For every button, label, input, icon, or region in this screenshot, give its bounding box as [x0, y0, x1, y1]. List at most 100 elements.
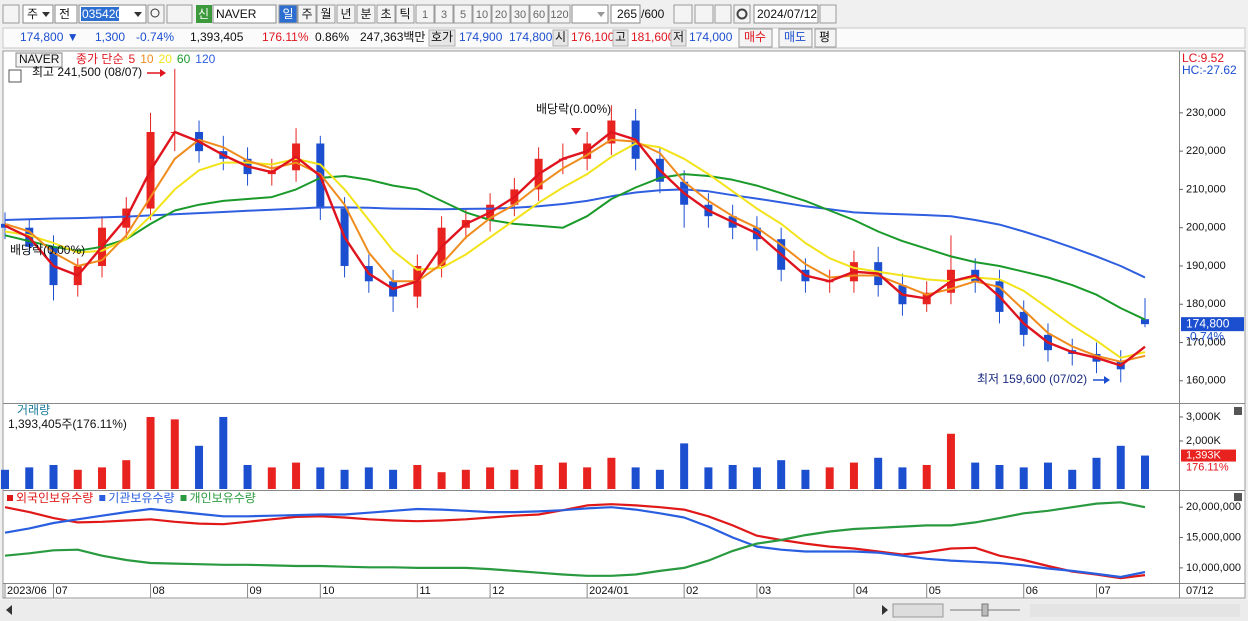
scroll-left[interactable]: [6, 605, 12, 615]
nav-buttons[interactable]: [892, 603, 944, 618]
multiplier-button[interactable]: [472, 4, 492, 24]
volume-bar: [486, 467, 495, 489]
y-tick-label: 3,000K: [1186, 411, 1222, 423]
candle-body: [1141, 319, 1149, 325]
label-box: [428, 29, 456, 47]
new-badge-bg[interactable]: [196, 5, 212, 23]
multiplier-button[interactable]: [491, 4, 511, 24]
multiplier: 5: [460, 9, 466, 21]
tool-strip[interactable]: [1030, 604, 1240, 617]
legend-box: [15, 52, 63, 68]
sell-button[interactable]: [778, 28, 813, 48]
volume-bar: [267, 467, 276, 489]
sound-button[interactable]: [166, 4, 193, 24]
volume-bar: [461, 469, 470, 489]
multiplier-button[interactable]: [415, 4, 435, 24]
multiplier-button[interactable]: [453, 4, 473, 24]
x-tick-label: 09: [250, 585, 262, 597]
y-tick-label: 180,000: [1186, 298, 1226, 310]
multiplier: 60: [533, 9, 545, 21]
pane-subtitle: 1,393,405주(176.11%): [8, 417, 127, 431]
candle-body: [1, 223, 9, 228]
new-badge: 신: [198, 7, 209, 21]
volume-bar: [292, 462, 301, 489]
gear-icon: [736, 8, 748, 20]
count-input[interactable]: [610, 4, 641, 24]
interval-button[interactable]: [316, 4, 336, 24]
y-tick-label: 170,000: [1186, 336, 1226, 348]
multiplier: 30: [514, 9, 526, 21]
volume-bar: [558, 462, 567, 489]
interval-button[interactable]: [297, 4, 317, 24]
legend-entry: 외국인보유수량: [16, 491, 93, 505]
y-tick-label: 230,000: [1186, 107, 1226, 119]
volume-bar: [170, 419, 179, 489]
current-change: -0.74%: [1186, 329, 1224, 343]
interval-button[interactable]: [376, 4, 396, 24]
dropdown[interactable]: [571, 4, 609, 24]
pane-close[interactable]: [1234, 493, 1242, 501]
scroll-right[interactable]: [882, 605, 888, 615]
x-tick-label: 04: [856, 585, 868, 597]
volume-bar: [510, 469, 519, 489]
annotation-arrow: [571, 128, 581, 135]
volume-bar: [801, 469, 810, 489]
change: 1,300: [95, 30, 125, 44]
volume-bar: [704, 467, 713, 489]
date-input[interactable]: [753, 4, 819, 24]
interval-button[interactable]: [336, 4, 356, 24]
combo-arrow: [134, 12, 142, 17]
volume-bar: [946, 433, 955, 489]
multiplier-button[interactable]: [529, 4, 549, 24]
volume-bar: [898, 467, 907, 489]
bid: 174,800: [509, 30, 553, 44]
calendar-button[interactable]: [819, 4, 837, 24]
buy-button[interactable]: [738, 28, 773, 48]
volume-bar: [680, 443, 689, 489]
save-button[interactable]: [714, 4, 732, 24]
interval-button[interactable]: [356, 4, 376, 24]
x-tick-label: 06: [1026, 585, 1038, 597]
period-combo[interactable]: [22, 4, 54, 24]
volume-bar: [1141, 455, 1149, 489]
x-tick-label: 2024/01: [589, 585, 629, 597]
settings-button[interactable]: [733, 4, 751, 24]
interval-button[interactable]: [278, 4, 298, 24]
stock-name: NAVER: [216, 7, 257, 21]
combo-arrow: [597, 12, 605, 17]
max-count: /600: [641, 7, 665, 21]
price: 174,800 ▼: [20, 30, 79, 44]
tool-button[interactable]: [694, 4, 714, 24]
multiplier-button[interactable]: [510, 4, 530, 24]
volume-bar: [752, 467, 761, 489]
date: 2024/07/12: [757, 7, 817, 21]
chart-frame: [2, 50, 1246, 599]
annotation: 최저 159,600 (07/02): [977, 372, 1087, 386]
label-box: [612, 29, 629, 47]
eval-button[interactable]: [814, 28, 837, 48]
ma-line: [4, 188, 1146, 279]
tool-button[interactable]: [673, 4, 693, 24]
x-tick-label: 05: [929, 585, 941, 597]
interval: 틱: [399, 7, 410, 21]
volume-bar: [413, 464, 422, 489]
zoom-thumb[interactable]: [981, 603, 989, 617]
volume-bar: [825, 467, 834, 489]
view-combo[interactable]: [54, 4, 78, 24]
holding-line: [4, 503, 1146, 580]
multiplier-button[interactable]: [434, 4, 454, 24]
volume-bar: [971, 462, 980, 489]
interval: 초: [380, 7, 391, 21]
pane-close[interactable]: [1234, 407, 1242, 415]
interval-button[interactable]: [395, 4, 415, 24]
annotation: 최고 241,500 (08/07): [32, 65, 142, 79]
code-selection: [81, 7, 119, 21]
search-button[interactable]: [147, 4, 165, 24]
holding-line: [4, 501, 1146, 577]
grid-icon[interactable]: [8, 69, 22, 83]
open: 176,100: [571, 30, 615, 44]
x-end-label: 07/12: [1186, 585, 1214, 597]
volume-bar: [1043, 462, 1052, 489]
menu-icon[interactable]: [2, 4, 20, 24]
multiplier-button[interactable]: [548, 4, 571, 24]
